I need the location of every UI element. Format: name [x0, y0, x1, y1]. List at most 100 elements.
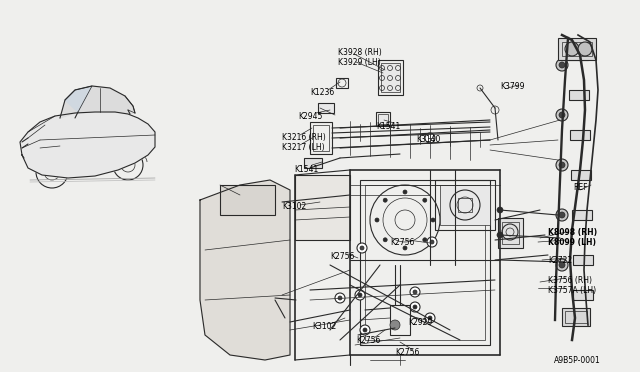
Circle shape	[565, 42, 579, 56]
Text: K3929 (LH): K3929 (LH)	[338, 58, 381, 67]
Circle shape	[497, 207, 503, 213]
Bar	[558, 38, 596, 60]
Bar	[295, 175, 350, 240]
Bar	[310, 122, 332, 154]
Bar	[378, 114, 388, 124]
Circle shape	[383, 238, 387, 242]
Text: K1541: K1541	[294, 165, 318, 174]
Circle shape	[428, 316, 432, 320]
Circle shape	[403, 246, 407, 250]
Text: K2722: K2722	[548, 256, 572, 265]
Bar	[571, 170, 591, 180]
Circle shape	[556, 159, 568, 171]
Text: K3216 (RH): K3216 (RH)	[282, 133, 326, 142]
Circle shape	[559, 112, 565, 118]
Bar	[304, 158, 322, 168]
Text: K3102: K3102	[312, 322, 336, 331]
Circle shape	[556, 259, 568, 271]
Circle shape	[423, 238, 427, 242]
Circle shape	[355, 290, 365, 300]
Polygon shape	[20, 112, 155, 178]
Bar	[440, 185, 490, 225]
Bar	[458, 198, 472, 212]
Bar	[390, 305, 410, 335]
Text: K2756: K2756	[330, 252, 355, 261]
Circle shape	[360, 246, 364, 250]
Circle shape	[431, 218, 435, 222]
Text: K2929: K2929	[408, 318, 432, 327]
Circle shape	[559, 262, 565, 268]
Circle shape	[410, 302, 420, 312]
Circle shape	[556, 209, 568, 221]
Text: K3756 (RH): K3756 (RH)	[548, 276, 592, 285]
Text: K2945: K2945	[298, 112, 323, 121]
Circle shape	[403, 190, 407, 194]
Circle shape	[556, 59, 568, 71]
Circle shape	[425, 313, 435, 323]
Text: K8098 (RH): K8098 (RH)	[548, 228, 597, 237]
Text: K3140: K3140	[416, 135, 440, 144]
Text: A9B5P-0001: A9B5P-0001	[554, 356, 601, 365]
Bar	[573, 255, 593, 265]
Bar	[378, 60, 403, 95]
Circle shape	[423, 198, 427, 202]
Bar	[336, 78, 348, 88]
Bar	[565, 311, 587, 323]
Text: K1236: K1236	[310, 88, 334, 97]
Text: K1541: K1541	[376, 122, 400, 131]
Circle shape	[497, 232, 503, 238]
Bar	[360, 180, 490, 345]
Bar	[376, 112, 390, 126]
Text: K2756: K2756	[356, 336, 380, 345]
Circle shape	[413, 290, 417, 294]
Circle shape	[578, 42, 592, 56]
Bar	[318, 103, 334, 113]
Circle shape	[427, 237, 437, 247]
Text: K2756: K2756	[395, 348, 419, 357]
Circle shape	[390, 320, 400, 330]
Text: K3928 (RH): K3928 (RH)	[338, 48, 381, 57]
Circle shape	[383, 198, 387, 202]
Circle shape	[559, 212, 565, 218]
Circle shape	[410, 287, 420, 297]
Circle shape	[357, 243, 367, 253]
Circle shape	[413, 305, 417, 309]
Bar	[562, 42, 592, 56]
Circle shape	[338, 296, 342, 300]
Circle shape	[375, 218, 379, 222]
Text: K8099 (LH): K8099 (LH)	[548, 238, 596, 247]
Bar	[313, 125, 329, 151]
Text: K3217 (LH): K3217 (LH)	[282, 143, 324, 152]
Text: K3102: K3102	[282, 202, 307, 211]
Text: K2756: K2756	[390, 238, 414, 247]
Bar	[572, 210, 591, 220]
Circle shape	[425, 133, 435, 143]
Polygon shape	[200, 180, 290, 360]
Circle shape	[335, 293, 345, 303]
Polygon shape	[60, 86, 135, 118]
Circle shape	[358, 293, 362, 297]
Circle shape	[363, 328, 367, 332]
Bar	[90, 136, 108, 144]
Bar	[22, 138, 27, 150]
Circle shape	[559, 62, 565, 68]
Bar	[502, 222, 519, 244]
Bar	[573, 290, 593, 300]
Text: K3757A (LH): K3757A (LH)	[548, 286, 596, 295]
Bar	[220, 185, 275, 215]
Bar	[569, 90, 589, 100]
Bar	[381, 63, 400, 92]
Text: REF: REF	[573, 183, 588, 192]
Bar	[568, 50, 588, 60]
Circle shape	[556, 109, 568, 121]
Text: K3799: K3799	[500, 82, 525, 91]
Bar	[570, 130, 590, 140]
Bar	[562, 308, 590, 326]
Circle shape	[360, 325, 370, 335]
Bar	[365, 185, 485, 340]
Circle shape	[430, 240, 434, 244]
Polygon shape	[65, 86, 92, 112]
Bar	[498, 218, 523, 248]
Bar	[435, 180, 495, 230]
Circle shape	[559, 162, 565, 168]
